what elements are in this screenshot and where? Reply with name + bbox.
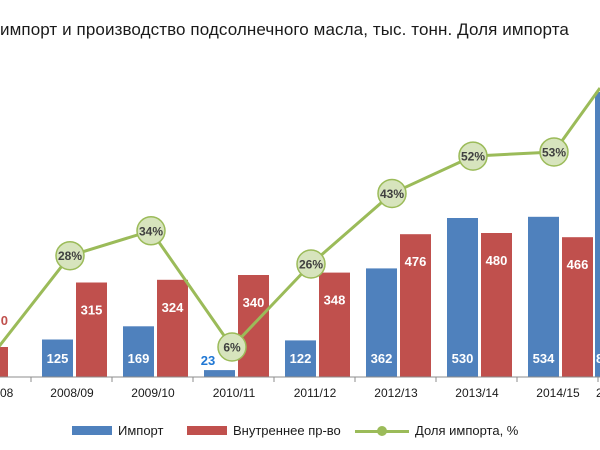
domestic-data-label: 340	[243, 295, 265, 310]
bar-domestic	[481, 233, 512, 377]
bar-import	[123, 326, 154, 377]
x-tick-label: 2010/11	[213, 386, 256, 400]
share-data-label: 28%	[58, 249, 82, 263]
import-data-label: 530	[452, 351, 474, 366]
domestic-data-label: 324	[162, 300, 184, 315]
bar-domestic	[157, 279, 188, 377]
legend-item-domestic: Внутреннее пр-во	[187, 423, 341, 438]
legend-swatch-share	[355, 425, 409, 437]
legend: Импорт Внутреннее пр-во Доля импорта, %	[0, 423, 600, 443]
share-data-label: 34%	[139, 224, 163, 238]
x-tick-label: 2	[596, 386, 600, 400]
bar-import	[285, 340, 316, 377]
import-data-label: 362	[371, 351, 393, 366]
legend-item-share: Доля импорта, %	[355, 423, 518, 438]
share-data-label: 53%	[542, 145, 566, 159]
x-tick-label: 2008/09	[50, 386, 94, 400]
bar-domestic	[562, 237, 593, 377]
share-data-label: 43%	[380, 187, 404, 201]
x-tick-label: 2011/12	[294, 386, 337, 400]
x-tick-label: 2012/13	[374, 386, 418, 400]
legend-swatch-domestic	[187, 426, 227, 435]
domestic-data-label: 0	[1, 313, 8, 328]
chart-title: импорт и производство подсолнечного масл…	[0, 20, 569, 39]
labels-layer: 28% 34% 6% 26% 43% 52% 53% 0 125 315 169 324 23 340 12…	[1, 145, 600, 368]
import-data-label: 23	[201, 353, 215, 368]
bars-layer	[0, 92, 600, 377]
share-point	[377, 178, 407, 209]
import-data-label: 534	[533, 351, 555, 366]
bar-import	[528, 216, 559, 377]
import-data-label: 122	[290, 351, 312, 366]
x-axis: 08 2008/09 2009/10 2010/11 2011/12 2012/13 201…	[0, 376, 600, 400]
x-tick-label: 2013/14	[455, 386, 499, 400]
bar-domestic	[76, 282, 107, 377]
bar-import-edge-right	[595, 92, 600, 377]
bar-domestic	[319, 272, 350, 377]
domestic-data-label: 480	[486, 253, 508, 268]
legend-label-import: Импорт	[118, 423, 164, 438]
share-point	[296, 249, 326, 279]
bar-domestic	[400, 234, 431, 377]
share-data-label: 6%	[223, 341, 241, 355]
legend-item-import: Импорт	[72, 423, 163, 438]
share-point	[458, 141, 488, 171]
domestic-data-label: 348	[324, 293, 346, 308]
import-data-label: 125	[47, 351, 69, 366]
share-data-label: 26%	[299, 258, 323, 272]
import-data-label: 8	[596, 351, 600, 366]
legend-label-share: Доля импорта, %	[415, 423, 519, 438]
legend-swatch-import	[72, 426, 112, 435]
share-point	[539, 137, 569, 167]
bar-import	[366, 268, 397, 377]
bar-domestic-edge-left	[0, 347, 8, 377]
legend-label-domestic: Внутреннее пр-во	[233, 423, 341, 438]
domestic-data-label: 476	[405, 254, 427, 269]
bar-import	[204, 370, 235, 377]
share-data-label: 52%	[461, 150, 485, 164]
bar-import	[447, 218, 478, 377]
import-data-label: 169	[128, 351, 150, 366]
share-point	[55, 240, 85, 271]
x-tick-label: 08	[0, 386, 14, 400]
x-tick-label: 2009/10	[131, 386, 175, 400]
bar-import	[42, 339, 73, 377]
domestic-data-label: 315	[81, 303, 103, 318]
share-line-layer	[0, 87, 600, 362]
share-point	[136, 216, 166, 246]
share-point	[217, 332, 247, 362]
x-tick-label: 2014/15	[536, 386, 580, 400]
domestic-data-label: 466	[567, 257, 589, 272]
